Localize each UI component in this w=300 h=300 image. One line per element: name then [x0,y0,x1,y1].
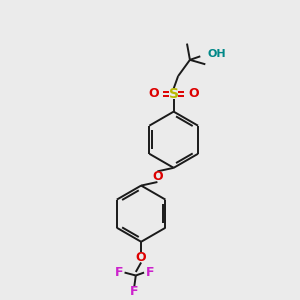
Text: O: O [136,251,146,264]
Text: F: F [146,266,154,279]
Text: O: O [152,170,163,183]
Text: O: O [188,87,199,101]
Text: F: F [130,285,139,298]
Text: F: F [115,266,123,279]
Text: S: S [169,87,179,101]
Text: OH: OH [208,49,226,59]
Text: O: O [148,87,159,101]
